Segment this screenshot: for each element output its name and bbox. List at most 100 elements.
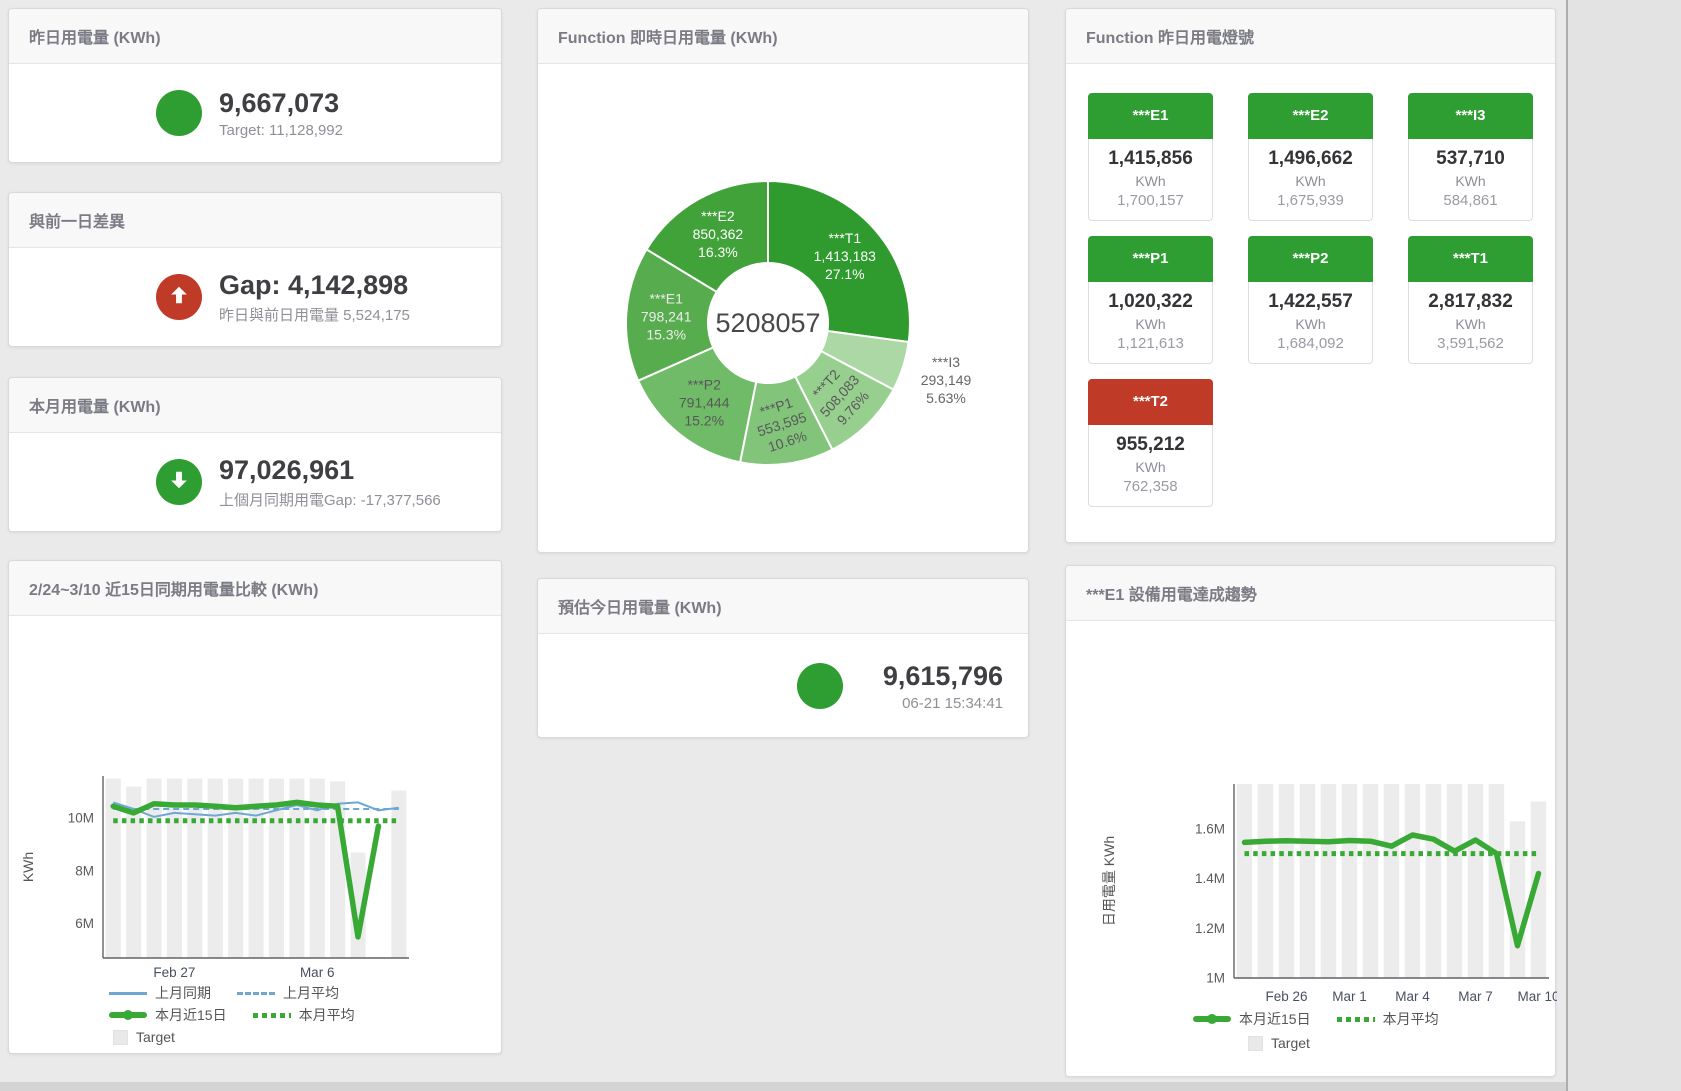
target-bar <box>228 778 244 958</box>
light-tile-p2: ***P2 1,422,557 KWh 1,684,092 <box>1248 236 1373 364</box>
card-title-text: 本月用電量 (KWh) <box>29 399 161 416</box>
target-bar <box>1530 801 1547 978</box>
light-tile-value: 1,415,856 <box>1108 148 1193 169</box>
legend-item-last-month-average[interactable]: 上月平均 <box>237 983 339 1003</box>
donut-label-I3: ***I3 293,149 5.63% <box>921 354 972 406</box>
comparison-legend-row-3: Target <box>113 1027 175 1047</box>
legend-item-this-month-average[interactable]: 本月平均 <box>1336 1009 1439 1029</box>
card-yesterday-usage: 昨日用電量 (KWh) 9,667,073 Target: 11,128,992 <box>8 8 502 163</box>
light-tile-target: 1,700,157 <box>1117 192 1184 209</box>
right-gutter <box>1566 0 1681 1091</box>
legend-item-last-month-period[interactable]: 上月同期 <box>109 983 211 1003</box>
y-tick-label: 1.4M <box>1195 871 1225 886</box>
light-tile-target: 1,121,613 <box>1117 335 1184 352</box>
light-tile-value: 1,020,322 <box>1108 291 1193 312</box>
comparison-legend-row-1: 上月同期 上月平均 <box>109 983 339 1003</box>
card-title-text: ***E1 設備用電達成趨勢 <box>1086 587 1257 604</box>
card-e1-trend: ***E1 設備用電達成趨勢 1M 1.2M 1.4M 1.6M Feb 26 Mar 1… <box>1065 565 1557 1077</box>
donut-slice-E1[interactable] <box>624 248 719 383</box>
target-bar <box>1236 784 1253 978</box>
target-bar <box>1257 784 1274 978</box>
card-title-text: 與前一日差異 <box>29 214 126 231</box>
dashed-line-icon <box>237 991 275 995</box>
target-swatch-icon <box>113 1029 128 1045</box>
y-tick-label: 1M <box>1206 971 1225 986</box>
legend-label: 本月近15日 <box>155 1007 227 1023</box>
thick-line-icon <box>1193 1014 1231 1024</box>
card-day-gap: 與前一日差異 Gap: 4,142,898 昨日與前日用電量 5,524,175 <box>8 192 502 347</box>
card-15day-comparison: 2/24~3/10 近15日同期用電量比較 (KWh) 6M 8M 10M Feb 2… <box>8 560 502 1054</box>
donut-slice-T1[interactable] <box>767 179 911 344</box>
x-tick-label: Mar 10 <box>1517 989 1557 1004</box>
status-circle-green <box>797 662 843 709</box>
target-bar <box>105 778 121 958</box>
x-tick-label: Feb 26 <box>1265 989 1307 1004</box>
card-estimate-title: 預估今日用電量 (KWh) <box>538 579 1028 634</box>
card-month-title: 本月用電量 (KWh) <box>9 378 501 433</box>
gap-sub-text: 昨日與前日用電量 5,524,175 <box>219 307 410 324</box>
dotted-line-icon <box>1336 1016 1375 1022</box>
donut-label-T1: ***T1 1,413,183 27.1% <box>814 230 876 282</box>
card-title-text: 預估今日用電量 (KWh) <box>558 600 722 617</box>
legend-label: 上月平均 <box>283 985 339 1001</box>
legend-label: Target <box>136 1029 175 1045</box>
yesterday-value: 9,667,073 <box>219 88 340 118</box>
card-title-text: 2/24~3/10 近15日同期用電量比較 (KWh) <box>29 582 319 599</box>
y-tick-label: 1.6M <box>1195 821 1225 836</box>
target-bar <box>1404 784 1421 978</box>
target-bar <box>1509 821 1526 978</box>
month-gap-text: 上個月同期用電Gap: -17,377,566 <box>219 492 441 509</box>
yesterday-target-text: Target: 11,128,992 <box>219 122 343 139</box>
card-lights-title: Function 昨日用電燈號 <box>1066 9 1555 64</box>
light-tile-value: 1,496,662 <box>1268 148 1353 169</box>
x-tick-label: Mar 6 <box>300 965 335 980</box>
donut-slice-P2[interactable] <box>636 346 758 464</box>
light-tile-header: ***E1 <box>1088 93 1213 139</box>
trend-legend-row-1: 本月近15日 本月平均 <box>1193 1009 1439 1029</box>
target-bar <box>248 778 264 958</box>
legend-item-this-month-average[interactable]: 本月平均 <box>252 1005 355 1025</box>
target-bar <box>1299 784 1316 978</box>
legend-label: Target <box>1271 1035 1310 1051</box>
light-tile-target: 762,358 <box>1123 478 1178 495</box>
light-tile-unit: KWh <box>1135 459 1166 475</box>
legend-item-this-month-15days[interactable]: 本月近15日 <box>109 1005 227 1025</box>
target-bar <box>1425 784 1442 978</box>
light-tile-unit: KWh <box>1295 316 1326 332</box>
light-tile-header: ***I3 <box>1408 93 1533 139</box>
card-gap-title: 與前一日差異 <box>9 193 501 248</box>
light-tile-header: ***P2 <box>1248 236 1373 282</box>
legend-item-this-month-15days[interactable]: 本月近15日 <box>1193 1009 1311 1029</box>
light-tile-e2: ***E2 1,496,662 KWh 1,675,939 <box>1248 93 1373 221</box>
series-line-thick <box>1241 832 1542 949</box>
y-tick-label: 10M <box>68 811 94 826</box>
target-bar <box>1362 784 1379 978</box>
light-tile-target: 584,861 <box>1443 192 1498 209</box>
legend-item-target[interactable]: Target <box>1248 1035 1310 1051</box>
donut-slice-E2[interactable] <box>645 179 769 294</box>
card-title-text: Function 即時日用電量 (KWh) <box>558 30 778 47</box>
light-tile-value: 2,817,832 <box>1428 291 1513 312</box>
light-tile-unit: KWh <box>1295 173 1326 189</box>
target-bar <box>1383 784 1400 978</box>
card-status-lights: Function 昨日用電燈號 ***E1 1,415,856 KWh 1,700,… <box>1065 8 1556 543</box>
light-tile-t2: ***T2 955,212 KWh 762,358 <box>1088 379 1213 507</box>
light-tile-e1: ***E1 1,415,856 KWh 1,700,157 <box>1088 93 1213 221</box>
comparison-legend-row-2: 本月近15日 本月平均 <box>109 1005 355 1025</box>
trend-chart: 1M 1.2M 1.4M 1.6M Feb 26 Mar 1 Mar 4 Mar 7 Mar 1… <box>1101 784 1557 1004</box>
light-tile-unit: KWh <box>1455 173 1486 189</box>
legend-item-target[interactable]: Target <box>113 1029 175 1045</box>
light-tile-header: ***E2 <box>1248 93 1373 139</box>
estimate-timestamp: 06-21 15:34:41 <box>902 694 1003 712</box>
month-value: 97,026,961 <box>219 455 355 485</box>
target-bar <box>166 778 182 958</box>
series-line-thick <box>110 799 382 940</box>
target-bar <box>1467 784 1484 978</box>
target-bar <box>1320 784 1337 978</box>
light-tile-target: 1,675,939 <box>1277 192 1344 209</box>
target-bar <box>350 852 366 958</box>
target-bar <box>1341 784 1358 978</box>
light-tile-value: 537,710 <box>1436 148 1505 169</box>
card-donut-title: Function 即時日用電量 (KWh) <box>538 9 1028 64</box>
arrow-up-icon <box>168 284 190 311</box>
